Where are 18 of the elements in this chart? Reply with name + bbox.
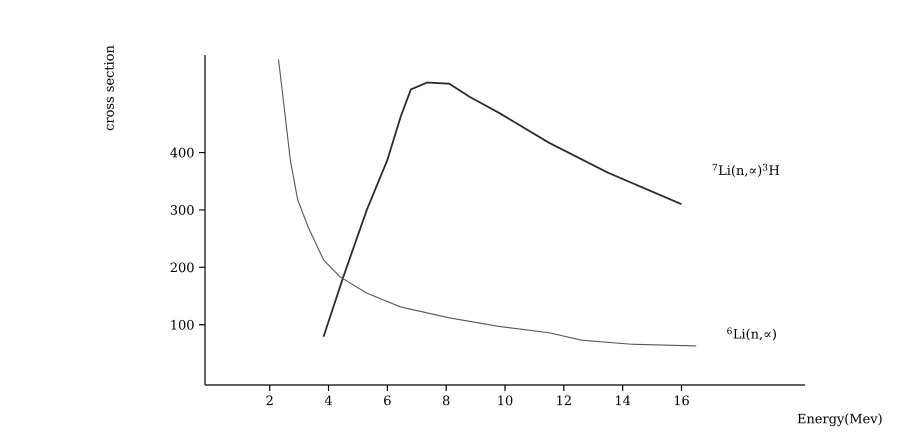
y-tick-label: 300 xyxy=(170,205,194,215)
x-tick-label: 6 xyxy=(384,395,391,406)
text: $^{7}$Li(n,∝)$^{3}$H xyxy=(712,164,780,177)
y-tick-label: 100 xyxy=(171,320,194,330)
x-tick-label: 4 xyxy=(324,395,332,406)
x-tick-label: 8 xyxy=(442,395,450,406)
text: $^{6}$Li(n,∝) xyxy=(727,327,776,341)
y-tick-label: 200 xyxy=(170,262,194,272)
y-axis-title: cross section xyxy=(104,46,114,130)
x-axis-title: Energy(Mev) xyxy=(798,413,882,426)
line-series xyxy=(322,82,682,338)
y-tick-label: 400 xyxy=(170,148,194,158)
x-tick-label: 10 xyxy=(498,395,512,406)
x-tick-label: 2 xyxy=(266,395,273,406)
line-series xyxy=(278,59,697,347)
x-tick-label: 16 xyxy=(674,395,689,406)
x-tick-label: 14 xyxy=(616,395,630,406)
x-tick-label: 12 xyxy=(557,395,571,406)
